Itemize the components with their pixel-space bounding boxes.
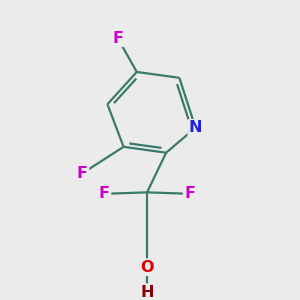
Text: F: F [184,186,195,201]
Text: F: F [99,186,110,201]
Text: H: H [140,285,154,300]
Text: N: N [189,120,202,135]
Text: F: F [77,166,88,181]
Text: F: F [112,31,123,46]
Text: O: O [140,260,154,275]
